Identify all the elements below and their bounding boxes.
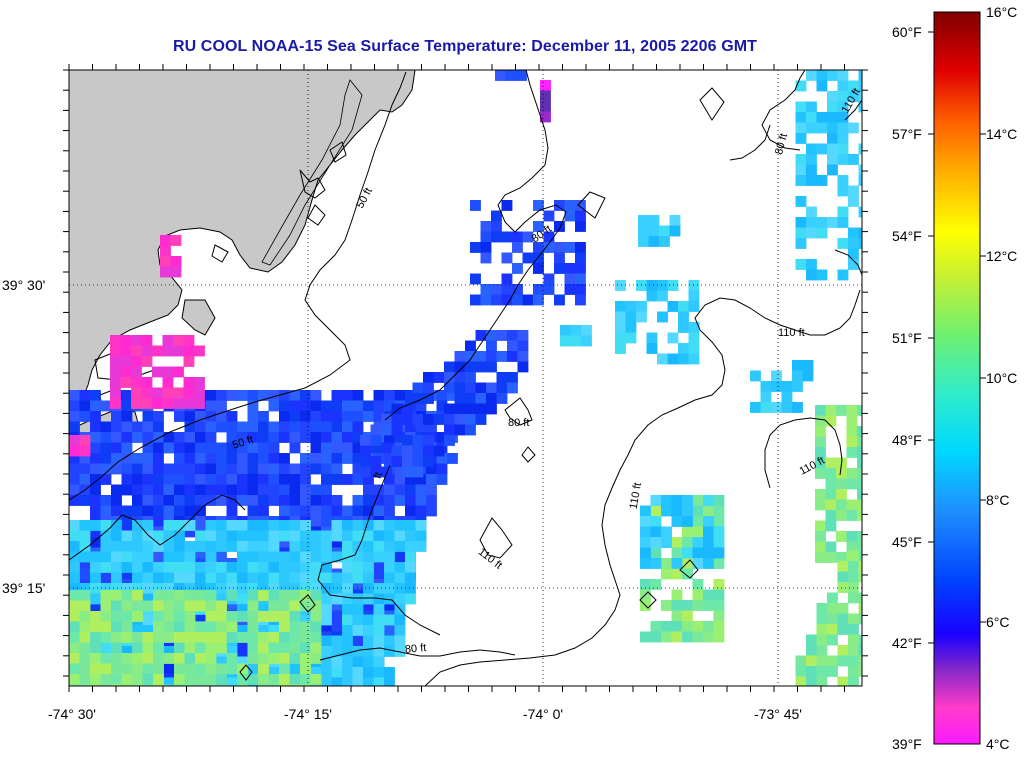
colorbar-fahrenheit-label: 54°F <box>892 228 922 244</box>
barrier-island <box>261 79 363 266</box>
colorbar-fahrenheit-label: 42°F <box>892 635 922 651</box>
bathymetry-contours <box>69 70 862 686</box>
latitude-label: 39° 30' <box>2 277 46 293</box>
contour-label: 80 ft <box>508 417 529 429</box>
colorbar-celsius-label: 6°C <box>986 614 1010 630</box>
colorbar-fahrenheit-label: 60°F <box>892 24 922 40</box>
colorbar-celsius-label: 16°C <box>986 4 1018 20</box>
latitude-label: 39° 15' <box>2 580 46 596</box>
grid-lines <box>69 70 862 686</box>
longitude-label: -74° 30' <box>48 706 96 722</box>
longitude-label: -74° 0' <box>522 706 564 722</box>
longitude-label: -74° 15' <box>284 706 332 722</box>
colorbar-fahrenheit-label: 51°F <box>892 330 922 346</box>
map-frame <box>68 69 863 687</box>
colorbar-celsius-label: 12°C <box>986 248 1018 264</box>
colorbar-celsius-label: 14°C <box>986 126 1018 142</box>
land-cape <box>182 300 215 335</box>
contour-label: 80 ft <box>773 132 790 156</box>
colorbar-fahrenheit-label: 57°F <box>892 126 922 142</box>
longitude-label: -73° 45' <box>754 706 802 722</box>
colorbar <box>933 11 981 745</box>
colorbar-fahrenheit-label: 45°F <box>892 534 922 550</box>
contour-label: ft <box>372 470 385 480</box>
sst-field <box>69 70 862 686</box>
colorbar-fahrenheit-label: 39°F <box>892 736 922 752</box>
contour-label: 80 ft <box>404 642 426 656</box>
colorbar-celsius-label: 10°C <box>986 370 1018 386</box>
contour-label: 110 ft <box>628 482 644 510</box>
colorbar-celsius-label: 4°C <box>986 736 1010 752</box>
map-title: RU COOL NOAA-15 Sea Surface Temperature:… <box>172 38 758 55</box>
colorbar-fahrenheit-label: 48°F <box>892 432 922 448</box>
contour-label: 110 ft <box>778 327 805 339</box>
colorbar-ticks <box>928 31 986 644</box>
frame-ticks <box>63 64 868 692</box>
colorbar-celsius-label: 8°C <box>986 492 1010 508</box>
